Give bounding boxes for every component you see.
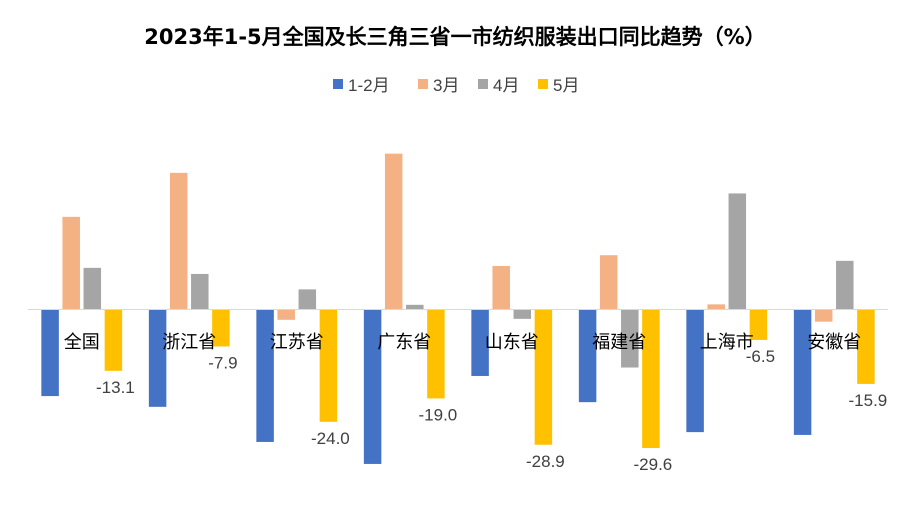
bar-2-2 [298,289,317,310]
legend-swatch-0 [333,79,343,89]
bar-3-1 [384,153,403,310]
bar-7-3 [857,309,875,384]
category-labels: 全国 浙江省 江苏省 广东省 山东省 福建省 上海市 安徽省 [64,332,862,353]
bar-1-1 [169,172,188,310]
bar-1-3 [212,309,230,347]
bar-3-0 [363,309,382,464]
bar-3-2 [406,304,424,310]
bar-4-3 [534,309,553,445]
bar-4-1 [492,265,510,310]
bar-6-0 [686,309,704,433]
bar-0-0 [41,309,59,397]
data-label-1: -7.9 [208,353,237,372]
data-label-7: -15.9 [849,391,888,410]
bar-4-0 [471,309,489,376]
bar-2-1 [277,309,295,320]
legend-label-0: 1-2月 [348,76,390,95]
legend: 1-2月 3月 4月 5月 [333,76,579,95]
bar-0-1 [62,216,80,310]
data-label-4: -28.9 [526,452,565,471]
data-labels: -13.1 -7.9 -24.0 -19.0 -28.9 -29.6 -6.5 -15.9 [96,347,887,474]
category-label-2: 江苏省 [270,332,324,353]
bar-5-1 [599,255,618,310]
category-label-7: 安徽省 [807,332,861,353]
data-label-6: -6.5 [746,347,775,366]
chart-title: 2023年1-5月全国及长三角三省一市纺织服装出口同比趋势（%） [144,25,765,49]
category-label-5: 福建省 [592,332,646,353]
bar-1-2 [191,273,209,310]
legend-swatch-1 [418,79,428,89]
bar-7-1 [814,309,833,322]
data-label-5: -29.6 [634,455,673,474]
bar-7-2 [836,260,854,310]
data-label-0: -13.1 [96,378,135,397]
bar-0-3 [104,309,123,371]
bar-2-0 [256,309,274,442]
legend-swatch-3 [538,79,548,89]
bar-5-2 [621,309,639,368]
data-label-3: -19.0 [419,405,458,424]
category-label-3: 广东省 [377,332,431,353]
legend-label-1: 3月 [433,76,459,95]
category-label-0: 全国 [64,332,100,353]
bar-3-3 [427,309,445,399]
category-label-1: 浙江省 [162,332,216,353]
legend-label-3: 5月 [553,76,579,95]
bar-6-3 [749,309,768,340]
bar-1-0 [148,309,167,407]
bar-7-0 [793,309,812,435]
bar-5-3 [642,309,660,449]
bar-6-1 [707,304,725,310]
bar-0-2 [83,267,102,310]
bar-5-0 [578,309,597,403]
category-label-4: 山东省 [485,332,539,353]
legend-label-2: 4月 [493,76,519,95]
bar-4-2 [513,309,532,319]
legend-swatch-2 [478,79,488,89]
bars [41,153,875,464]
bar-2-3 [319,309,338,422]
data-label-2: -24.0 [311,429,350,448]
bar-6-2 [728,193,747,310]
category-label-6: 上海市 [700,332,754,353]
